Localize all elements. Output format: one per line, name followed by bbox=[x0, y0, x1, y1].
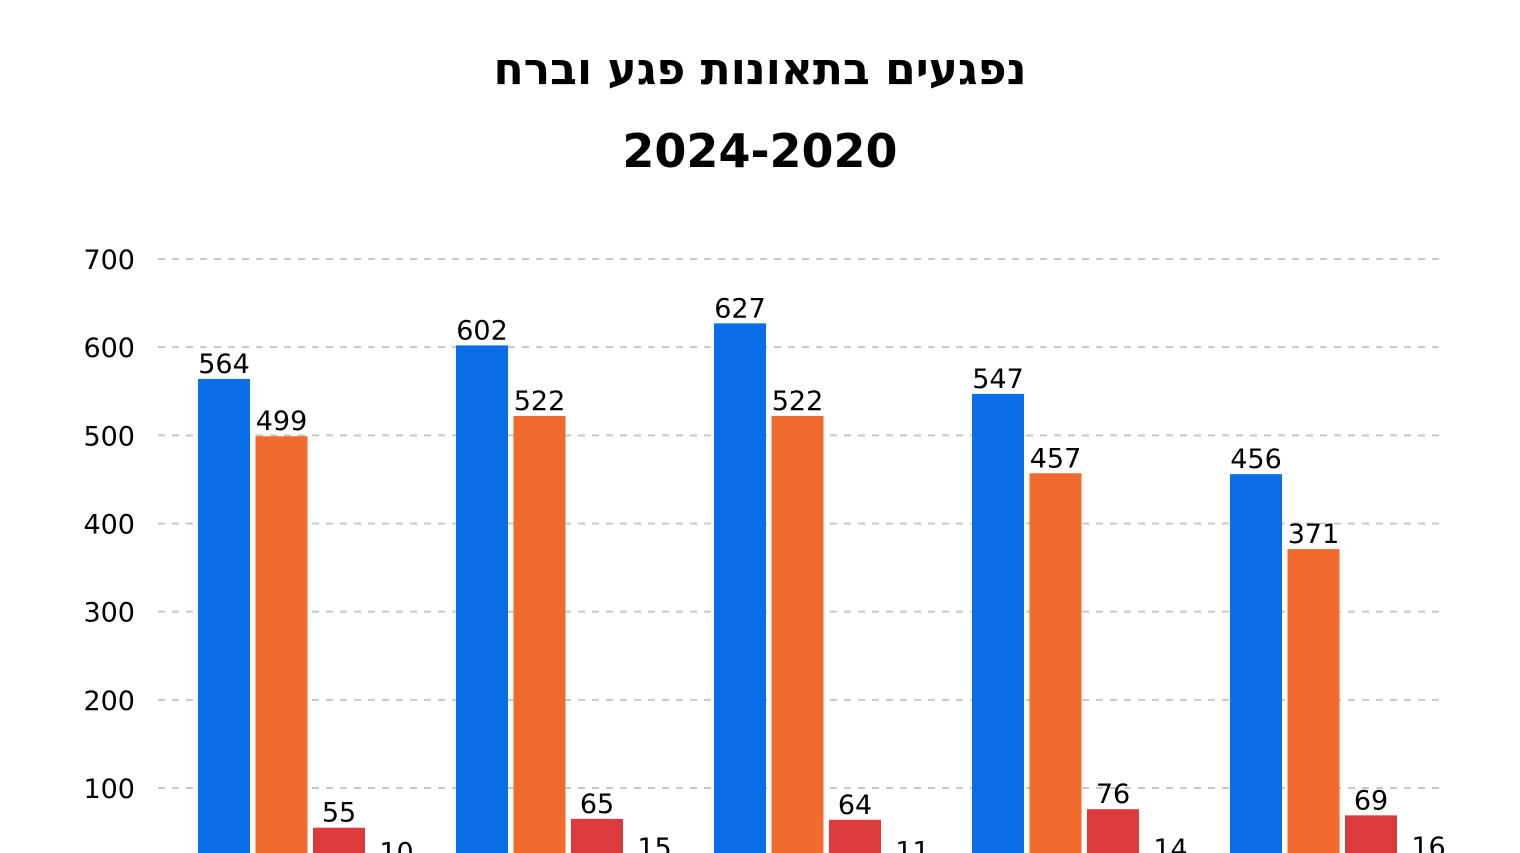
bar-value-label: 522 bbox=[772, 386, 824, 417]
chart-title: נפגעים בתאונות פגע וברח bbox=[493, 44, 1027, 95]
y-tick-label: 400 bbox=[83, 510, 135, 541]
bar-value-label: 10 bbox=[379, 837, 413, 853]
y-tick-label: 200 bbox=[83, 686, 135, 717]
bar-value-label: 64 bbox=[838, 790, 872, 821]
bar bbox=[571, 818, 623, 853]
bar-value-label: 564 bbox=[198, 349, 250, 380]
bar bbox=[513, 415, 566, 853]
bar-value-label: 11 bbox=[895, 836, 929, 853]
y-tick-label: 100 bbox=[83, 774, 135, 805]
bar-value-label: 457 bbox=[1030, 443, 1082, 474]
bar bbox=[1287, 549, 1340, 853]
bar bbox=[1087, 809, 1139, 853]
bar bbox=[1029, 473, 1082, 853]
bar bbox=[1345, 815, 1397, 853]
bar-value-label: 14 bbox=[1153, 834, 1187, 853]
y-tick-label: 300 bbox=[83, 598, 135, 629]
bar-value-label: 602 bbox=[456, 315, 508, 346]
bar-value-label: 547 bbox=[972, 364, 1024, 395]
bar bbox=[829, 819, 881, 853]
bar-value-label: 76 bbox=[1096, 779, 1130, 810]
y-axis: 100 200 300 400 500 600 700 bbox=[83, 245, 135, 805]
bar bbox=[1230, 474, 1282, 853]
gridlines bbox=[158, 258, 1443, 790]
bar bbox=[714, 323, 766, 853]
y-tick-label: 700 bbox=[83, 245, 135, 276]
bar-value-label: 499 bbox=[256, 406, 308, 437]
y-tick-label: 600 bbox=[83, 333, 135, 364]
bar bbox=[456, 345, 508, 853]
bar-value-label: 69 bbox=[1354, 785, 1388, 816]
bar bbox=[255, 436, 308, 853]
bar bbox=[198, 378, 250, 853]
bar-value-label: 55 bbox=[322, 798, 356, 829]
bar-value-label: 627 bbox=[714, 293, 766, 324]
bar-value-label: 456 bbox=[1230, 444, 1282, 475]
chart-subtitle: 2024-2020 bbox=[622, 124, 898, 178]
bars bbox=[198, 323, 1397, 853]
bar bbox=[771, 415, 824, 853]
bar-value-label: 15 bbox=[637, 833, 671, 853]
bar-value-label: 16 bbox=[1411, 832, 1445, 853]
bar-value-label: 522 bbox=[514, 386, 566, 417]
bar bbox=[972, 393, 1024, 853]
y-tick-label: 500 bbox=[83, 421, 135, 452]
bar bbox=[313, 827, 365, 853]
bar-value-label: 371 bbox=[1288, 519, 1340, 550]
bar-value-label: 65 bbox=[580, 789, 614, 820]
